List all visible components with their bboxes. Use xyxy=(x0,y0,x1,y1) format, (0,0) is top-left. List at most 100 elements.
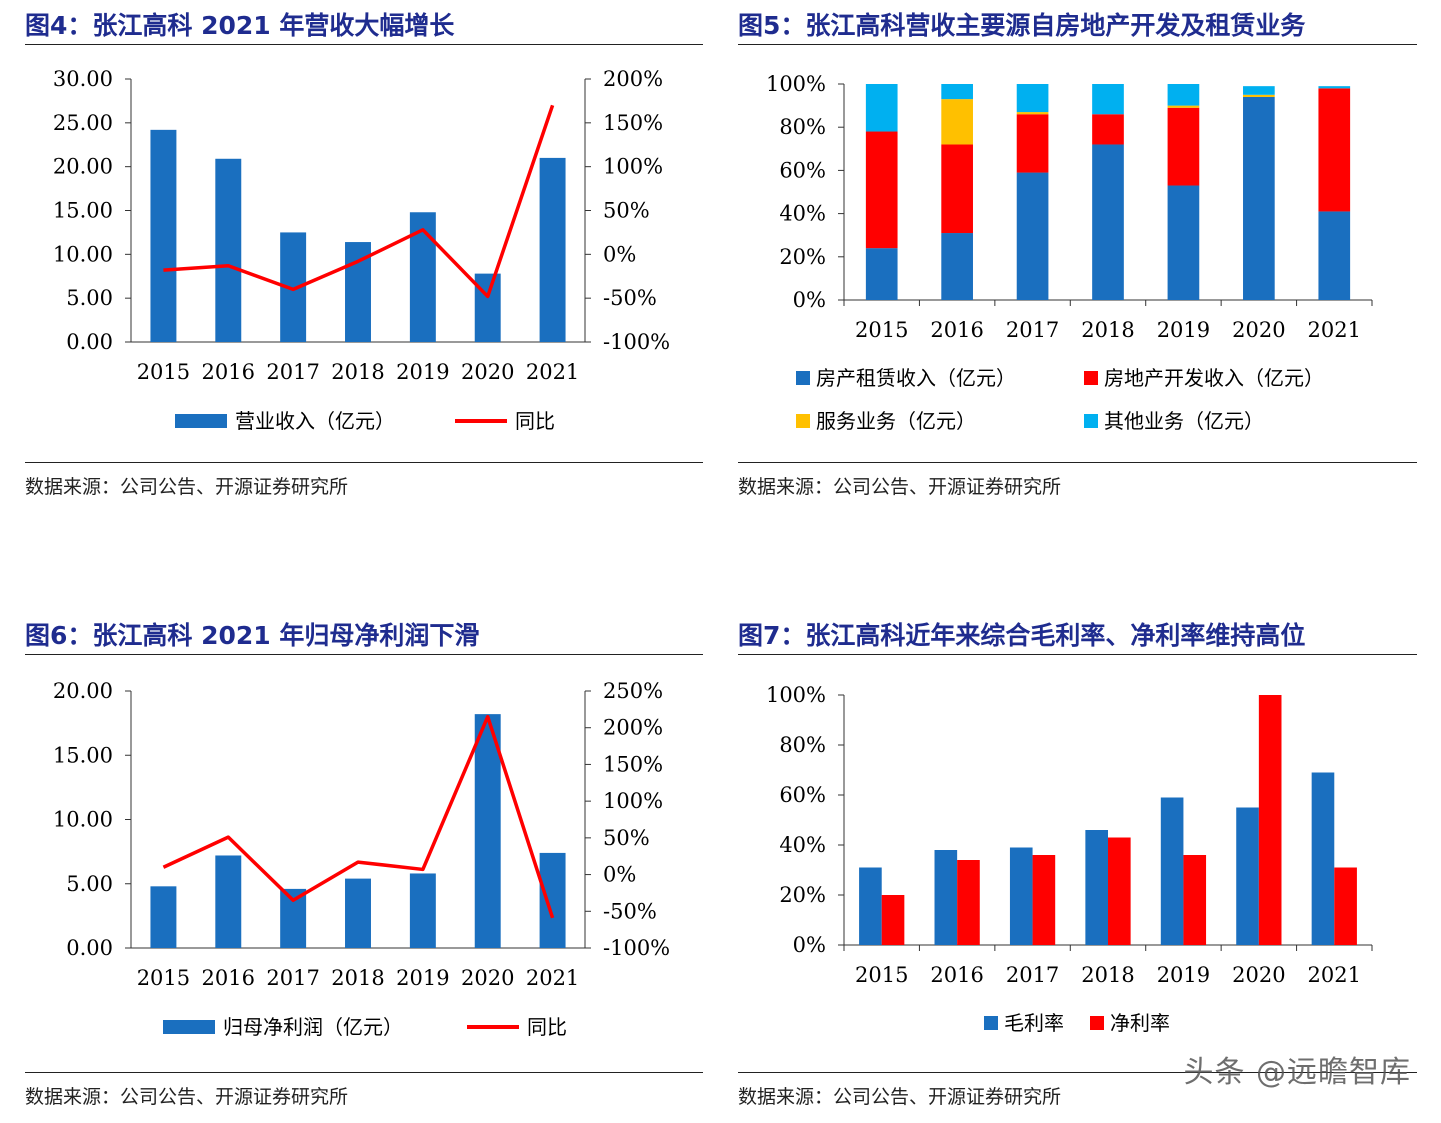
legend-label: 同比 xyxy=(527,1015,567,1039)
x-tick-label: 2019 xyxy=(396,360,449,384)
legend-label: 净利率 xyxy=(1110,1011,1170,1035)
bar xyxy=(1009,847,1033,945)
revenue-chart: 0.00 5.00 10.00 15.00 20.00 25.00 30.00 -100% -5… xyxy=(53,67,670,433)
watermark: 头条 @远瞻智库 xyxy=(1183,1055,1411,1090)
bar xyxy=(1236,807,1259,945)
x-tick-label: 2016 xyxy=(202,360,255,384)
bar xyxy=(215,158,242,342)
y-tick-label: 20.00 xyxy=(53,679,113,703)
y-tick-label: 5.00 xyxy=(66,872,113,896)
y-tick-label: 15.00 xyxy=(53,743,113,767)
bar-segment xyxy=(865,248,898,300)
y-tick-label: 80% xyxy=(779,733,826,757)
bar-segment xyxy=(1016,114,1049,173)
y-tick-label: 100% xyxy=(603,155,663,179)
bar-segment xyxy=(1016,112,1049,115)
series-line xyxy=(163,104,555,299)
bar-segment xyxy=(1243,94,1275,97)
bar xyxy=(1160,797,1184,945)
bar-segment xyxy=(1243,86,1275,95)
bar xyxy=(280,888,307,948)
figure-title: 图5：张江高科营收主要源自房地产开发及租赁业务 xyxy=(738,11,1306,40)
source-note: 数据来源：公司公告、开源证券研究所 xyxy=(738,1086,1062,1108)
y-tick-label: 10.00 xyxy=(53,242,113,266)
bar-segment xyxy=(1243,96,1275,301)
legend-label: 同比 xyxy=(515,409,555,433)
legend-swatch xyxy=(1090,1016,1104,1030)
figure-title: 图4：张江高科 2021 年营收大幅增长 xyxy=(25,11,455,40)
figure-7: 图7：张江高科近年来综合毛利率、净利率维持高位 0% 20% 40% 60% 80% 10… xyxy=(738,610,1417,1110)
bar-segment xyxy=(1167,84,1200,106)
source-rule xyxy=(738,462,1417,463)
legend-swatch xyxy=(796,414,810,428)
bar xyxy=(215,855,242,948)
y-tick-label: 30.00 xyxy=(53,67,113,91)
x-tick-label: 2015 xyxy=(137,360,190,384)
x-tick-label: 2019 xyxy=(1157,963,1210,987)
figure-6: 图6：张江高科 2021 年归母净利润下滑 0.00 5.00 10.00 15.00… xyxy=(25,610,703,1110)
y-tick-label: 20% xyxy=(779,245,826,269)
x-tick-label: 2015 xyxy=(855,963,908,987)
y-tick-label: 5.00 xyxy=(66,286,113,310)
y-tick-label: 100% xyxy=(603,789,663,813)
x-tick-label: 2020 xyxy=(461,966,514,990)
legend-label: 毛利率 xyxy=(1004,1011,1064,1035)
bar xyxy=(539,157,566,342)
legend-label: 其他业务（亿元） xyxy=(1104,409,1264,433)
x-tick-label: 2017 xyxy=(266,360,319,384)
bar xyxy=(345,878,371,948)
y-tick-label: 200% xyxy=(603,67,663,91)
x-tick-label: 2016 xyxy=(930,318,983,342)
y-tick-label: 10.00 xyxy=(53,808,113,832)
bar-segment xyxy=(1318,88,1351,212)
bar xyxy=(539,852,566,948)
bar-segment xyxy=(941,144,973,234)
figure-4: 图4：张江高科 2021 年营收大幅增长 0.00 5.00 10.00 15.00 2… xyxy=(25,0,703,510)
net-profit-chart: 0.00 5.00 10.00 15.00 20.00 -100% -50% 0% 50% 100… xyxy=(53,679,670,1039)
legend-label: 服务业务（亿元） xyxy=(816,409,976,433)
x-tick-label: 2017 xyxy=(1006,963,1059,987)
series-line xyxy=(162,714,555,919)
x-tick-label: 2020 xyxy=(1232,963,1285,987)
legend-swatch xyxy=(1084,414,1098,428)
y-tick-label: 60% xyxy=(779,158,826,182)
bar xyxy=(1334,867,1357,945)
bar xyxy=(1183,855,1207,945)
bar-segment xyxy=(941,99,973,145)
bar xyxy=(474,714,501,948)
bar xyxy=(934,850,958,945)
y-tick-label: 0% xyxy=(603,242,636,266)
x-tick-label: 2019 xyxy=(1157,318,1210,342)
y-tick-label: 40% xyxy=(779,833,826,857)
bar xyxy=(150,129,177,342)
y-tick-label: 0.00 xyxy=(66,936,113,960)
y-tick-label: 150% xyxy=(603,752,663,776)
bar-segment xyxy=(1167,107,1200,186)
bar-segment xyxy=(941,233,973,300)
y-tick-label: 0% xyxy=(793,933,826,957)
bar xyxy=(409,873,436,948)
bar-segment xyxy=(1092,114,1124,145)
y-tick-label: -50% xyxy=(603,286,657,310)
bar xyxy=(1258,695,1282,945)
y-tick-label: 0% xyxy=(603,863,636,887)
y-tick-label: 100% xyxy=(766,72,826,96)
legend-label: 营业收入（亿元） xyxy=(235,409,395,433)
bar xyxy=(859,867,882,945)
y-tick-label: 20% xyxy=(779,883,826,907)
legend-swatch xyxy=(984,1016,998,1030)
source-rule xyxy=(25,462,703,463)
y-tick-label: 0% xyxy=(793,288,826,312)
legend-swatch xyxy=(175,414,227,428)
bar xyxy=(150,886,177,948)
x-tick-label: 2018 xyxy=(1081,318,1134,342)
bar xyxy=(1032,855,1056,945)
x-tick-label: 2018 xyxy=(1081,963,1134,987)
figure-5: 图5：张江高科营收主要源自房地产开发及租赁业务 0% 20% 40% 60% 80% 10… xyxy=(738,0,1417,510)
x-tick-label: 2018 xyxy=(331,360,384,384)
x-tick-label: 2019 xyxy=(396,966,449,990)
figure-title: 图6：张江高科 2021 年归母净利润下滑 xyxy=(25,621,480,650)
y-tick-label: 20.00 xyxy=(53,155,113,179)
legend-label: 归母净利润（亿元） xyxy=(223,1015,403,1039)
y-tick-label: 150% xyxy=(603,111,663,135)
